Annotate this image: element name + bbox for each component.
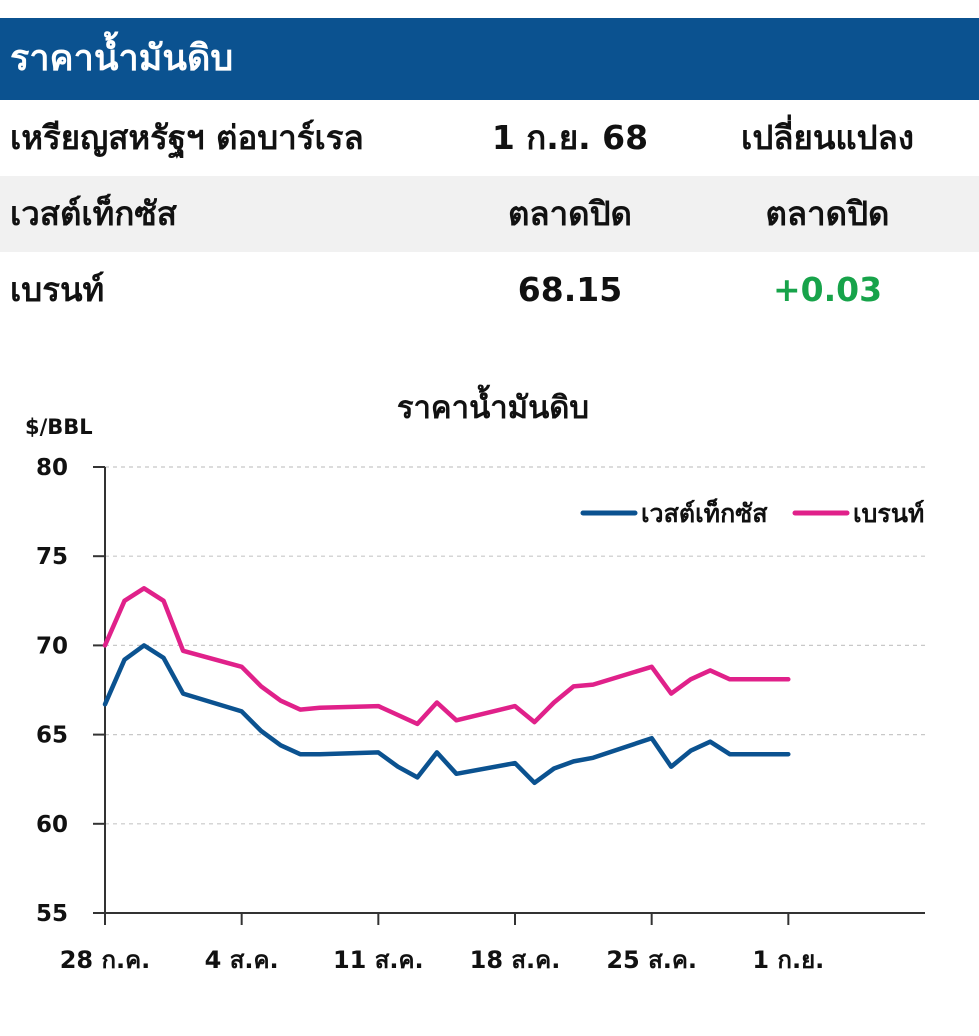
row-price: 68.15 [517, 270, 623, 309]
y-tick-label: 80 [36, 455, 68, 481]
row-change-positive: +0.03 [772, 270, 883, 309]
y-tick-label: 75 [36, 544, 68, 570]
table-row-brent: เบรนท์ 68.15 +0.03 [0, 252, 979, 328]
row-price: ตลาดปิด [508, 194, 632, 233]
x-tick-label: 18 ส.ค. [470, 946, 561, 974]
header-change: เปลี่ยนแปลง [741, 118, 914, 157]
wti-line [102, 643, 791, 786]
brent-line [102, 586, 791, 727]
y-tick-label: 60 [36, 812, 68, 838]
page-title: ราคาน้ำมันดิบ [10, 38, 234, 79]
table-row-wti: เวสต์เท็กซัส ตลาดปิด ตลาดปิด [0, 176, 979, 252]
title-banner: ราคาน้ำมันดิบ [0, 18, 979, 100]
crude-oil-chart: ราคาน้ำมันดิบ $/BBL 55 60 65 70 75 80 28 ก.ค. 4 ส… [25, 384, 925, 974]
legend-wti-label: เวสต์เท็กซัส [641, 498, 768, 528]
row-label: เบรนท์ [10, 270, 105, 309]
x-tick-label: 25 ส.ค. [606, 946, 697, 974]
chart-title: ราคาน้ำมันดิบ [397, 384, 589, 426]
y-tick-label: 70 [36, 633, 68, 659]
row-change: ตลาดปิด [765, 194, 890, 233]
x-tick-label: 11 ส.ค. [333, 946, 424, 974]
y-tick-label: 55 [36, 901, 68, 927]
x-tick-label: 1 ก.ย. [752, 946, 824, 974]
y-axis-label: $/BBL [25, 415, 93, 439]
y-tick-label: 65 [36, 723, 68, 749]
header-date: 1 ก.ย. 68 [491, 118, 649, 157]
legend-brent-label: เบรนท์ [853, 499, 924, 528]
table-header-row: เหรียญสหรัฐฯ ต่อบาร์เรล 1 ก.ย. 68 เปลี่ย… [0, 100, 979, 176]
x-tick-label: 4 ส.ค. [205, 946, 279, 974]
header-unit: เหรียญสหรัฐฯ ต่อบาร์เรล [10, 118, 364, 157]
row-label: เวสต์เท็กซัส [10, 194, 177, 233]
x-tick-label: 28 ก.ค. [60, 946, 151, 974]
